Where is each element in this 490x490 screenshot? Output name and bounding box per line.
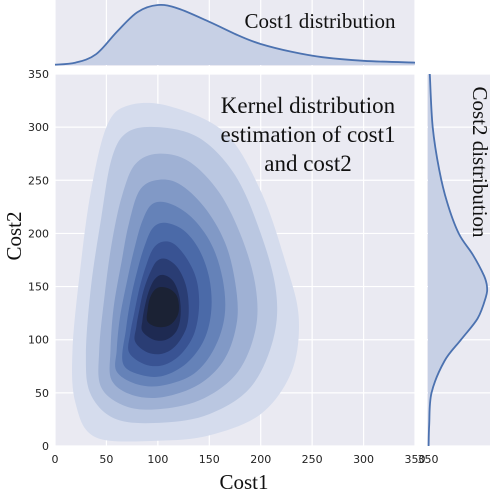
kde-contour-level-10 [146, 286, 180, 328]
title-line-1: Kernel distribution [221, 93, 396, 118]
y-axis-label: Cost2 [2, 211, 26, 260]
marginal-x-line [54, 3, 416, 66]
marginal-y-label: Cost2 distribution [468, 86, 490, 238]
x-axis-ticks: 0 50 100 150 200 250 300 350 [52, 453, 426, 466]
main-title: Kernel distribution estimation of cost1 … [220, 93, 395, 176]
y-tick-label: 0 [42, 440, 49, 453]
y-tick-label: 350 [28, 68, 49, 81]
y-tick-label: 50 [35, 387, 49, 400]
x-tick-label: 100 [147, 453, 168, 466]
y-tick-label: 250 [28, 174, 49, 187]
x-tick-label: 250 [302, 453, 323, 466]
marginal-y-area [428, 74, 488, 446]
x-tick-label: 150 [199, 453, 220, 466]
marginal-x-area [55, 4, 415, 65]
x-tick-label: 0 [52, 453, 59, 466]
marginal-y-tick-label: 350 [418, 453, 439, 466]
y-axis-ticks: 0 50 100 150 200 250 300 350 [28, 68, 49, 453]
x-tick-label: 350 [405, 453, 426, 466]
y-tick-label: 200 [28, 227, 49, 240]
marginal-y-axis-ticks: 350 [418, 453, 439, 466]
x-axis-label: Cost1 [219, 470, 268, 490]
x-tick-label: 200 [250, 453, 271, 466]
x-tick-label: 50 [99, 453, 113, 466]
title-line-2: estimation of cost1 [220, 122, 395, 147]
title-line-3: and cost2 [264, 151, 352, 176]
marginal-y-line [427, 73, 489, 447]
y-tick-label: 100 [28, 334, 49, 347]
kde-contours [72, 102, 299, 442]
x-tick-label: 300 [353, 453, 374, 466]
y-tick-label: 150 [28, 281, 49, 294]
marginal-x-label: Cost1 distribution [244, 9, 396, 33]
y-tick-label: 300 [28, 121, 49, 134]
